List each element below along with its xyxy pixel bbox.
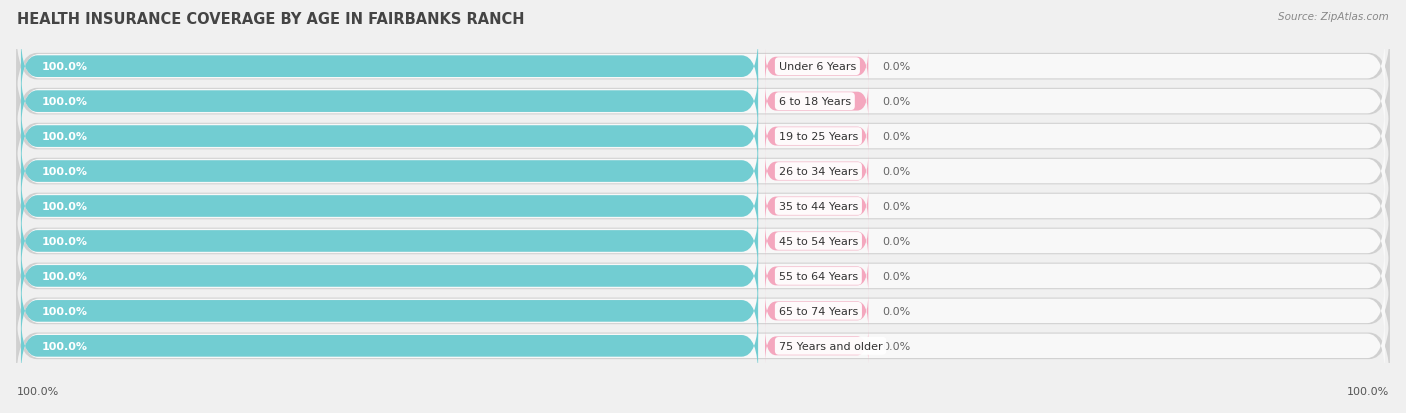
Legend: With Coverage, Without Coverage: With Coverage, Without Coverage: [585, 410, 821, 413]
Text: 0.0%: 0.0%: [882, 132, 910, 142]
FancyBboxPatch shape: [21, 69, 1385, 135]
FancyBboxPatch shape: [21, 245, 758, 307]
Text: 0.0%: 0.0%: [882, 97, 910, 107]
Text: 100.0%: 100.0%: [42, 341, 87, 351]
FancyBboxPatch shape: [765, 223, 869, 260]
Text: Under 6 Years: Under 6 Years: [779, 62, 856, 72]
FancyBboxPatch shape: [21, 34, 1385, 100]
FancyBboxPatch shape: [15, 237, 1391, 315]
Text: 100.0%: 100.0%: [42, 306, 87, 316]
Text: 0.0%: 0.0%: [882, 62, 910, 72]
FancyBboxPatch shape: [21, 280, 758, 342]
FancyBboxPatch shape: [765, 153, 869, 190]
FancyBboxPatch shape: [21, 210, 758, 273]
FancyBboxPatch shape: [15, 167, 1391, 246]
Text: 100.0%: 100.0%: [42, 62, 87, 72]
FancyBboxPatch shape: [21, 104, 1385, 170]
FancyBboxPatch shape: [15, 63, 1391, 141]
Text: 0.0%: 0.0%: [882, 341, 910, 351]
Text: 100.0%: 100.0%: [42, 166, 87, 177]
FancyBboxPatch shape: [765, 48, 869, 85]
Text: 0.0%: 0.0%: [882, 306, 910, 316]
FancyBboxPatch shape: [21, 176, 758, 237]
Text: 100.0%: 100.0%: [17, 387, 59, 396]
FancyBboxPatch shape: [21, 138, 1385, 205]
FancyBboxPatch shape: [765, 293, 869, 330]
FancyBboxPatch shape: [765, 118, 869, 155]
Text: 45 to 54 Years: 45 to 54 Years: [779, 236, 858, 247]
Text: 0.0%: 0.0%: [882, 202, 910, 211]
FancyBboxPatch shape: [15, 98, 1391, 176]
FancyBboxPatch shape: [21, 315, 758, 377]
FancyBboxPatch shape: [765, 83, 869, 120]
FancyBboxPatch shape: [15, 28, 1391, 106]
Text: 100.0%: 100.0%: [42, 202, 87, 211]
Text: HEALTH INSURANCE COVERAGE BY AGE IN FAIRBANKS RANCH: HEALTH INSURANCE COVERAGE BY AGE IN FAIR…: [17, 12, 524, 27]
FancyBboxPatch shape: [21, 106, 758, 168]
FancyBboxPatch shape: [21, 140, 758, 203]
Text: 100.0%: 100.0%: [42, 132, 87, 142]
FancyBboxPatch shape: [15, 133, 1391, 211]
FancyBboxPatch shape: [21, 208, 1385, 275]
FancyBboxPatch shape: [15, 307, 1391, 385]
Text: 19 to 25 Years: 19 to 25 Years: [779, 132, 858, 142]
FancyBboxPatch shape: [765, 258, 869, 295]
FancyBboxPatch shape: [21, 243, 1385, 309]
FancyBboxPatch shape: [21, 278, 1385, 344]
FancyBboxPatch shape: [15, 272, 1391, 350]
FancyBboxPatch shape: [765, 328, 869, 365]
Text: 0.0%: 0.0%: [882, 166, 910, 177]
Text: 100.0%: 100.0%: [42, 271, 87, 281]
FancyBboxPatch shape: [21, 313, 1385, 379]
FancyBboxPatch shape: [21, 36, 758, 98]
Text: 0.0%: 0.0%: [882, 271, 910, 281]
Text: 35 to 44 Years: 35 to 44 Years: [779, 202, 858, 211]
Text: Source: ZipAtlas.com: Source: ZipAtlas.com: [1278, 12, 1389, 22]
Text: 100.0%: 100.0%: [42, 236, 87, 247]
FancyBboxPatch shape: [21, 71, 758, 133]
FancyBboxPatch shape: [15, 202, 1391, 280]
Text: 100.0%: 100.0%: [1347, 387, 1389, 396]
Text: 0.0%: 0.0%: [882, 236, 910, 247]
FancyBboxPatch shape: [21, 173, 1385, 240]
FancyBboxPatch shape: [765, 188, 869, 225]
Text: 26 to 34 Years: 26 to 34 Years: [779, 166, 858, 177]
Text: 65 to 74 Years: 65 to 74 Years: [779, 306, 858, 316]
Text: 55 to 64 Years: 55 to 64 Years: [779, 271, 858, 281]
Text: 75 Years and older: 75 Years and older: [779, 341, 883, 351]
Text: 100.0%: 100.0%: [42, 97, 87, 107]
Text: 6 to 18 Years: 6 to 18 Years: [779, 97, 851, 107]
